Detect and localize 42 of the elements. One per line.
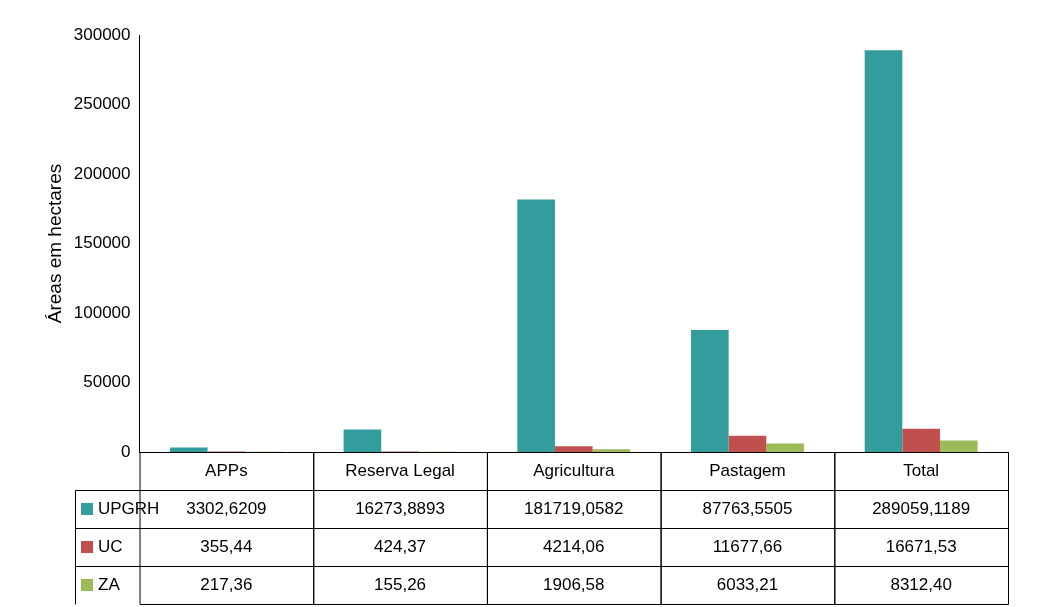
data-label: 3302,6209: [186, 498, 267, 518]
x-tick-label: Total: [903, 460, 940, 480]
y-tick-label: 0: [121, 441, 131, 461]
data-label: 1906,58: [543, 574, 605, 594]
data-label: 217,36: [200, 574, 253, 594]
bar: [343, 429, 382, 452]
data-label: 181719,0582: [524, 498, 624, 518]
bar: [592, 449, 631, 452]
bar: [939, 440, 978, 452]
data-label: 424,37: [374, 536, 427, 556]
legend-label: ZA: [98, 574, 121, 594]
x-tick-label: Pastagem: [709, 460, 786, 480]
data-label: 16671,53: [885, 536, 957, 556]
x-tick-label: Reserva Legal: [345, 460, 455, 480]
data-label: 289059,1189: [872, 498, 971, 518]
x-tick-label: Agricultura: [533, 460, 615, 480]
data-label: 87763,5505: [702, 498, 793, 518]
bar: [902, 428, 940, 452]
bar: [728, 435, 767, 452]
bar: [864, 50, 903, 452]
data-label: 16273,8893: [355, 498, 445, 518]
bar: [517, 199, 555, 452]
y-tick-label: 50000: [83, 372, 131, 392]
bar: [691, 330, 729, 452]
data-label: 155,26: [374, 574, 427, 594]
y-tick-label: 300000: [73, 24, 131, 44]
bar: [766, 443, 804, 452]
data-label: 6033,21: [716, 574, 779, 594]
y-axis-title: Áreas em hectares: [43, 163, 65, 324]
y-tick-label: 100000: [73, 302, 131, 322]
bar: [169, 447, 208, 452]
legend-label: UC: [98, 536, 123, 556]
data-label: 11677,66: [712, 536, 783, 556]
y-tick-label: 200000: [73, 163, 131, 183]
data-label: 4214,06: [543, 536, 605, 556]
bar: [554, 446, 593, 452]
y-tick-label: 250000: [73, 94, 131, 114]
data-label: 8312,40: [890, 574, 952, 594]
y-tick-label: 150000: [73, 233, 131, 253]
legend-label: UPGRH: [98, 498, 160, 518]
data-label: 355,44: [200, 536, 253, 556]
x-tick-label: APPs: [205, 460, 248, 480]
